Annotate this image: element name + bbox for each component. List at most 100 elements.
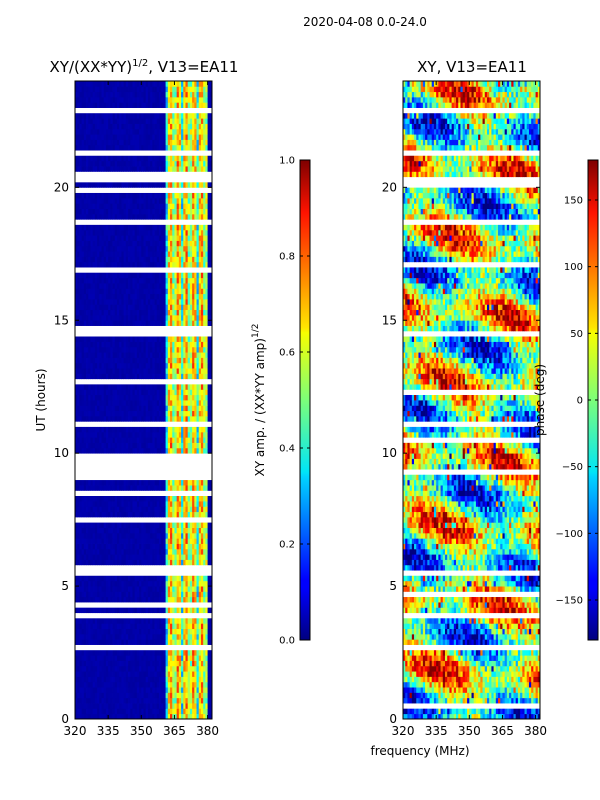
heatmap-cell [99,708,102,715]
heatmap-cell [83,501,87,507]
heatmap-cell [139,681,142,688]
heatmap-cell [196,495,200,502]
heatmap-cell [75,506,78,513]
heatmap-cell [90,415,94,422]
heatmap-cell [123,538,127,544]
heatmap-cell [156,426,160,433]
heatmap-cell [139,405,142,412]
heatmap-cell [77,575,80,582]
heatmap-cell [94,697,98,704]
heatmap-cell [209,538,213,544]
heatmap-cell [167,697,171,704]
heatmap-cell [92,586,96,592]
heatmap-cell [108,559,111,566]
heatmap-cell [150,431,153,438]
heatmap-cell [81,426,85,433]
heatmap-cell [110,692,113,699]
heatmap-cell [203,485,206,491]
heatmap-cell [170,554,173,560]
heatmap-cell [152,671,155,677]
heatmap-cell [97,426,100,433]
heatmap-cell [128,665,131,672]
heatmap-cell [143,405,147,412]
heatmap-cell [136,708,140,715]
heatmap-cell [167,442,171,449]
heatmap-cell [207,538,211,544]
heatmap-cell [178,485,182,491]
heatmap-cell [209,426,213,433]
heatmap-cell [114,501,118,507]
heatmap-cell [136,437,140,443]
heatmap-cell [170,649,173,656]
heatmap-cell [97,671,100,677]
heatmap-cell [128,426,131,433]
heatmap-cell [114,479,118,486]
heatmap-cell [163,660,166,667]
heatmap-cell [156,623,160,630]
heatmap-cell [156,665,160,672]
heatmap-cell [121,532,125,539]
heatmap-cell [114,586,118,592]
heatmap-cell [92,639,96,645]
heatmap-cell [178,501,182,507]
heatmap-cell [90,405,94,412]
heatmap-cell [83,522,87,528]
heatmap-cell [150,479,153,486]
heatmap-cell [132,617,136,624]
heatmap-cell [183,687,186,693]
heatmap-cell [88,692,91,699]
heatmap-cell [198,681,202,688]
heatmap-cell [75,580,78,587]
heatmap-cell [194,665,197,672]
heatmap-cell [81,639,85,645]
heatmap-cell [94,437,98,443]
heatmap-cell [136,697,140,704]
heatmap-cell [139,538,142,544]
heatmap-cell [121,405,125,412]
heatmap-cell [198,713,202,720]
heatmap-cell [86,431,89,438]
heatmap-cell [192,676,195,683]
heatmap-cell [101,580,105,587]
heatmap-cell [83,633,87,640]
heatmap-cell [205,485,208,491]
heatmap-cell [185,676,189,683]
heatmap-cell [194,431,197,438]
heatmap-cell [187,511,191,518]
heatmap-cell [112,394,116,401]
heatmap-cell [81,713,85,720]
heatmap-cell [196,394,200,401]
heatmap-cell [147,633,151,640]
heatmap-cell [116,676,120,683]
heatmap-cell [209,649,213,656]
heatmap-cell [187,586,191,592]
heatmap-cell [170,394,173,401]
heatmap-cell [194,586,197,592]
heatmap-cell [147,692,151,699]
heatmap-cell [88,649,91,656]
heatmap-cell [161,623,164,630]
heatmap-cell [116,633,120,640]
heatmap-cell [172,586,175,592]
heatmap-cell [99,649,102,656]
heatmap-cell [134,655,138,661]
heatmap-cell [200,633,204,640]
heatmap-cell [114,400,118,406]
heatmap-cell [150,485,153,491]
heatmap-cell [154,708,158,715]
heatmap-cell [161,485,164,491]
heatmap-cell [136,559,140,566]
heatmap-cell [103,628,107,635]
heatmap-cell [176,405,180,412]
heatmap-cell [181,538,184,544]
heatmap-cell [156,501,160,507]
heatmap-cell [170,506,173,513]
heatmap-cell [187,522,191,528]
heatmap-cell [181,649,184,656]
heatmap-cell [90,649,94,656]
heatmap-cell [143,495,147,502]
heatmap-cell [108,687,111,693]
heatmap-cell [86,617,89,624]
heatmap-cell [189,554,193,560]
heatmap-cell [203,607,206,614]
